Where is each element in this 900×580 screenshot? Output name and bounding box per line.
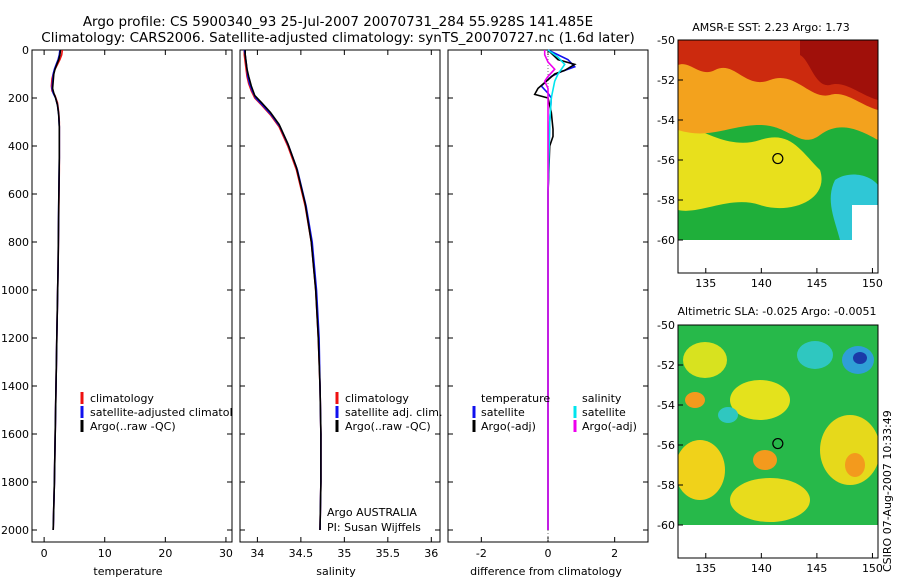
map-ytick-label-amsre-sst-5: -60 bbox=[657, 234, 675, 247]
diff-legend-salinity-title: salinity bbox=[582, 392, 622, 405]
map-ytick-label-amsre-sst-0: -50 bbox=[657, 34, 675, 47]
sst-heatmap bbox=[678, 40, 878, 240]
map-xtick-label-altimetric-sla-3: 150 bbox=[862, 562, 883, 575]
difference-panel: -2 0 2 difference from climatology tempera… bbox=[447, 49, 649, 578]
sla-heatmap bbox=[678, 325, 878, 525]
sla-field-yellow-3 bbox=[678, 440, 725, 500]
sla-field-orange-3 bbox=[845, 453, 865, 477]
difference-xlabel: difference from climatology bbox=[470, 565, 622, 578]
salinity-plot-frame bbox=[239, 49, 441, 543]
xtick-label-temperature-3: 30 bbox=[219, 547, 233, 560]
temperature-panel: 0 200 400 600 800 1000 1200 1400 1600 1800 2000 0 10… bbox=[1, 44, 253, 578]
argo-annotation-line1: Argo AUSTRALIA bbox=[327, 506, 417, 519]
xtick-label-temperature-2: 20 bbox=[158, 547, 172, 560]
series-line-difference-3 bbox=[543, 50, 556, 530]
ytick-label-1: 200 bbox=[8, 92, 29, 105]
map-ytick-label-altimetric-sla-2: -54 bbox=[657, 399, 675, 412]
sal-legend-argo: Argo(..raw -QC) bbox=[345, 420, 431, 433]
xtick-label-temperature-1: 10 bbox=[98, 547, 112, 560]
sla-field-yellow-2 bbox=[730, 380, 790, 420]
ytick-label-6: 1200 bbox=[1, 332, 29, 345]
sst-map-frame bbox=[677, 39, 879, 274]
map-xtick-label-amsre-sst-1: 140 bbox=[751, 277, 772, 290]
temperature-xlabel: temperature bbox=[93, 565, 162, 578]
ytick-label-3: 600 bbox=[8, 188, 29, 201]
xtick-label-salinity-1: 34.5 bbox=[289, 547, 314, 560]
diff-legend-temp-satellite: satellite bbox=[481, 406, 525, 419]
xtick-label-difference-2: 2 bbox=[611, 547, 618, 560]
map-ytick-label-altimetric-sla-3: -56 bbox=[657, 439, 675, 452]
ytick-label-5: 1000 bbox=[1, 284, 29, 297]
sla-map-title: Altimetric SLA: -0.025 Argo: -0.0051 bbox=[678, 305, 877, 318]
map-xtick-label-altimetric-sla-0: 135 bbox=[695, 562, 716, 575]
xtick-label-salinity-0: 34 bbox=[250, 547, 264, 560]
salinity-xlabel: salinity bbox=[316, 565, 356, 578]
figure-title-line2: Climatology: CARS2006. Satellite-adjuste… bbox=[41, 30, 634, 46]
map-xtick-label-altimetric-sla-1: 140 bbox=[751, 562, 772, 575]
xtick-label-temperature-0: 0 bbox=[41, 547, 48, 560]
sla-field-cyan-1 bbox=[797, 341, 833, 369]
map-xtick-label-altimetric-sla-2: 145 bbox=[806, 562, 827, 575]
map-xtick-label-amsre-sst-3: 150 bbox=[862, 277, 883, 290]
difference-legend: temperature salinity satellite Argo(-adj… bbox=[472, 392, 637, 433]
sla-field-cyan-3 bbox=[718, 407, 738, 423]
xtick-label-difference-1: 0 bbox=[545, 547, 552, 560]
sla-map-panel: Altimetric SLA: -0.025 Argo: -0.0051 -50… bbox=[657, 305, 883, 575]
sal-legend-climatology: climatology bbox=[345, 392, 409, 405]
sla-field-yellow-4 bbox=[730, 478, 810, 522]
ytick-label-10: 2000 bbox=[1, 524, 29, 537]
series-line-temperature-2 bbox=[51, 49, 62, 531]
argo-annotation-line2: PI: Susan Wijffels bbox=[327, 521, 421, 534]
sla-argo-marker bbox=[772, 437, 784, 450]
map-ytick-label-altimetric-sla-0: -50 bbox=[657, 319, 675, 332]
map-ytick-label-amsre-sst-4: -58 bbox=[657, 194, 675, 207]
map-ytick-label-altimetric-sla-5: -60 bbox=[657, 519, 675, 532]
salinity-panel: 34 34.5 35 35.5 36 salinity climatology sate… bbox=[239, 49, 442, 578]
sst-map-panel: AMSR-E SST: 2.23 Argo: 1.73 -50 -52 -54 -56… bbox=[657, 21, 883, 290]
map-xtick-label-amsre-sst-2: 145 bbox=[806, 277, 827, 290]
map-ytick-label-altimetric-sla-1: -52 bbox=[657, 359, 675, 372]
panel-gap-mask bbox=[233, 395, 239, 435]
xtick-label-difference-0: -2 bbox=[476, 547, 487, 560]
csiro-side-label: CSIRO 07-Aug-2007 10:33:49 bbox=[881, 410, 894, 572]
map-ytick-label-altimetric-sla-4: -58 bbox=[657, 479, 675, 492]
map-ytick-label-amsre-sst-2: -54 bbox=[657, 114, 675, 127]
ytick-label-7: 1400 bbox=[1, 380, 29, 393]
sla-field-orange-1 bbox=[685, 392, 705, 408]
temperature-plot-frame bbox=[31, 49, 233, 543]
ytick-label-8: 1600 bbox=[1, 428, 29, 441]
xtick-label-salinity-2: 35 bbox=[337, 547, 351, 560]
sst-map-title: AMSR-E SST: 2.23 Argo: 1.73 bbox=[692, 21, 850, 34]
temp-legend-climatology: climatology bbox=[90, 392, 154, 405]
ytick-label-4: 800 bbox=[8, 236, 29, 249]
sal-legend-satellite: satellite adj. clim. bbox=[345, 406, 442, 419]
temperature-legend: climatology satellite-adjusted climatolo… bbox=[80, 392, 253, 433]
diff-legend-temperature-title: temperature bbox=[481, 392, 550, 405]
ytick-label-9: 1800 bbox=[1, 476, 29, 489]
xtick-label-salinity-4: 36 bbox=[424, 547, 438, 560]
sst-field-dark-red bbox=[800, 40, 878, 100]
sst-argo-marker bbox=[772, 152, 784, 165]
map-ytick-label-amsre-sst-1: -52 bbox=[657, 74, 675, 87]
map-xtick-label-amsre-sst-0: 135 bbox=[695, 277, 716, 290]
ytick-label-2: 400 bbox=[8, 140, 29, 153]
sla-map-frame bbox=[677, 324, 879, 559]
temp-legend-argo: Argo(..raw -QC) bbox=[90, 420, 176, 433]
sst-field-yellow-band bbox=[678, 120, 822, 211]
salinity-legend: climatology satellite adj. clim. Argo(..… bbox=[335, 392, 442, 433]
ytick-label-0: 0 bbox=[22, 44, 29, 57]
xtick-label-salinity-3: 35.5 bbox=[376, 547, 401, 560]
sla-field-orange-2 bbox=[753, 450, 777, 470]
diff-legend-sal-argo: Argo(-adj) bbox=[582, 420, 637, 433]
diff-legend-temp-argo: Argo(-adj) bbox=[481, 420, 536, 433]
figure-title-line1: Argo profile: CS 5900340_93 25-Jul-2007 … bbox=[83, 14, 593, 30]
sla-field-blue-core bbox=[853, 352, 867, 364]
sst-field-land-mask bbox=[852, 205, 878, 240]
map-ytick-label-amsre-sst-3: -56 bbox=[657, 154, 675, 167]
temp-legend-satellite: satellite-adjusted climatology bbox=[90, 406, 253, 419]
diff-legend-sal-satellite: satellite bbox=[582, 406, 626, 419]
series-line-salinity-2 bbox=[244, 50, 322, 531]
sla-field-yellow-1 bbox=[683, 342, 727, 378]
